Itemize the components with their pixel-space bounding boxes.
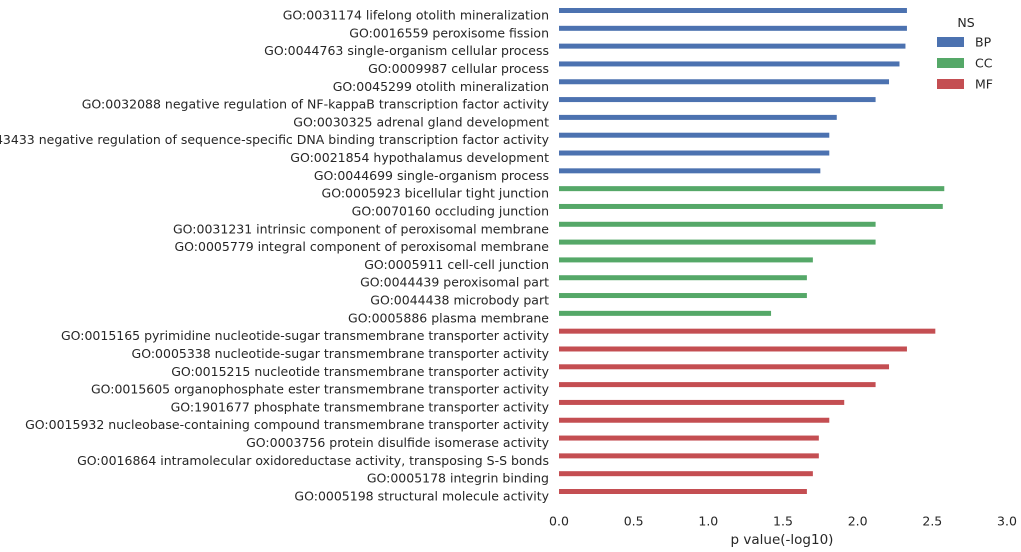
bar-cc	[559, 310, 772, 316]
category-label: GO:0015605 organophosphate ester transme…	[91, 382, 550, 397]
legend-title: NS	[957, 15, 974, 30]
category-label: GO:0044699 single-organism process	[314, 168, 549, 183]
category-label: GO:0044438 microbody part	[370, 293, 549, 308]
category-label: GO:0016864 intramolecular oxidoreductase…	[77, 453, 549, 468]
bar-bp	[559, 61, 900, 67]
bar-cc	[559, 203, 943, 209]
bar-mf	[559, 364, 890, 370]
category-label: GO:0070160 occluding junction	[352, 203, 549, 218]
x-axis-ticks: 0.0 0.5 1.0 1.5 2.0 2.5 3.0	[549, 514, 1017, 529]
bar-bp	[559, 168, 821, 174]
category-label: GO:0005198 structural molecule activity	[294, 489, 549, 504]
x-tick-label: 1.0	[698, 514, 718, 529]
category-label: GO:0032088 negative regulation of NF-kap…	[82, 97, 550, 112]
bar-mf	[559, 399, 845, 405]
category-label: GO:0003756 protein disulfide isomerase a…	[246, 435, 550, 450]
category-label: GO:0043433 negative regulation of sequen…	[0, 132, 550, 147]
x-tick-label: 3.0	[997, 514, 1017, 529]
category-label: GO:0005923 bicellular tight junction	[322, 186, 549, 201]
category-label: GO:0005779 integral component of peroxis…	[175, 239, 550, 254]
legend-swatch-mf	[937, 79, 964, 89]
bar-bp	[559, 150, 830, 156]
bar-bp	[559, 8, 907, 13]
bar-bp	[559, 79, 890, 85]
bar-cc	[559, 275, 807, 281]
category-label: GO:0044763 single-organism cellular proc…	[264, 43, 549, 58]
legend-swatch-bp	[937, 37, 964, 47]
x-tick-label: 1.5	[773, 514, 793, 529]
category-label: GO:0005338 nucleotide-sugar transmembran…	[132, 346, 550, 361]
category-label: GO:0030325 adrenal gland development	[293, 114, 549, 129]
category-label: GO:0031174 lifelong otolith mineralizati…	[283, 8, 549, 23]
category-label: GO:0009987 cellular process	[368, 61, 549, 76]
category-label: GO:0031231 intrinsic component of peroxi…	[173, 221, 549, 236]
bar-mf	[559, 382, 876, 388]
category-label: GO:0044439 peroxisomal part	[360, 275, 549, 290]
bar-mf	[559, 435, 819, 441]
bar-cc	[559, 239, 876, 245]
x-tick-label: 0.0	[549, 514, 569, 529]
legend-swatch-cc	[937, 58, 964, 68]
x-tick-label: 0.5	[624, 514, 644, 529]
category-label: GO:0015215 nucleotide transmembrane tran…	[171, 364, 549, 379]
bar-cc	[559, 221, 876, 227]
bar-cc	[559, 257, 813, 263]
bar-bp	[559, 132, 830, 138]
bar-mf	[559, 328, 936, 334]
bar-mf	[559, 471, 813, 477]
bar-bp	[559, 25, 907, 31]
x-tick-label: 2.5	[922, 514, 942, 529]
bar-bp	[559, 97, 876, 103]
category-label: GO:0015932 nucleobase-containing compoun…	[25, 417, 549, 432]
legend-label-mf: MF	[975, 77, 993, 92]
bar-mf	[559, 453, 819, 459]
legend: NS BP CC MF	[937, 15, 993, 92]
category-labels: GO:0031174 lifelong otolith mineralizati…	[0, 8, 550, 504]
bar-mf	[559, 417, 830, 423]
category-label: GO:0005886 plasma membrane	[348, 310, 549, 325]
bar-bp	[559, 114, 837, 120]
bars	[559, 8, 945, 494]
category-label: GO:1901677 phosphate transmembrane trans…	[171, 399, 550, 414]
bar-mf	[559, 346, 907, 352]
legend-label-bp: BP	[975, 35, 992, 50]
bar-cc	[559, 293, 807, 299]
category-label: GO:0005911 cell-cell junction	[364, 257, 549, 272]
category-label: GO:0021854 hypothalamus development	[290, 150, 549, 165]
category-label: GO:0045299 otolith mineralization	[333, 79, 549, 94]
bar-cc	[559, 186, 945, 192]
category-label: GO:0005178 integrin binding	[367, 471, 549, 486]
x-axis-title: p value(-log10)	[731, 532, 834, 548]
bar-mf	[559, 489, 807, 494]
bar-bp	[559, 43, 906, 49]
legend-label-cc: CC	[975, 56, 993, 71]
category-label: GO:0016559 peroxisome fission	[349, 25, 549, 40]
x-tick-label: 2.0	[848, 514, 868, 529]
category-label: GO:0015165 pyrimidine nucleotide-sugar t…	[61, 328, 550, 343]
